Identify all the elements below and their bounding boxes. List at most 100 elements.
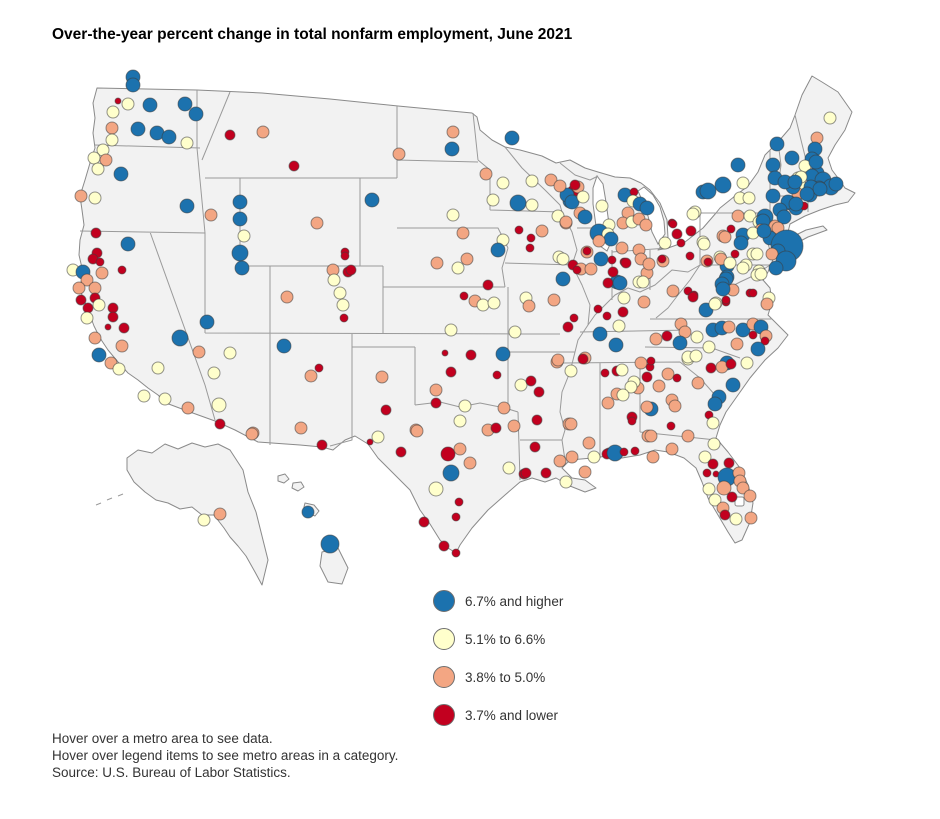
metro-dot[interactable] <box>366 438 374 446</box>
metro-dot[interactable] <box>181 401 195 415</box>
metro-dot[interactable] <box>707 396 723 412</box>
metro-dot[interactable] <box>666 421 676 431</box>
metro-dot[interactable] <box>429 383 443 397</box>
metro-dot[interactable] <box>80 311 94 325</box>
metro-dot[interactable] <box>729 512 743 526</box>
metro-dot[interactable] <box>607 266 619 278</box>
metro-dot[interactable] <box>456 226 470 240</box>
metro-dot[interactable] <box>327 273 341 287</box>
metro-dot[interactable] <box>444 141 460 157</box>
metro-dot[interactable] <box>482 279 494 291</box>
metro-dot[interactable] <box>702 340 716 354</box>
metro-dot[interactable] <box>555 271 571 287</box>
metro-dot[interactable] <box>460 252 474 266</box>
metro-dot[interactable] <box>237 229 251 243</box>
metro-dot[interactable] <box>179 198 195 214</box>
metro-dot[interactable] <box>592 326 608 342</box>
metro-dot[interactable] <box>743 209 757 223</box>
metro-dot[interactable] <box>120 236 136 252</box>
metro-dot[interactable] <box>672 373 682 383</box>
metro-dot[interactable] <box>721 295 731 305</box>
metro-dot[interactable] <box>192 345 206 359</box>
metro-dot[interactable] <box>410 424 424 438</box>
metro-dot[interactable] <box>340 251 350 261</box>
metro-dot[interactable] <box>180 136 194 150</box>
metro-dot[interactable] <box>733 235 749 251</box>
metro-dot[interactable] <box>788 196 804 212</box>
metro-dot[interactable] <box>430 397 442 409</box>
legend-item-2[interactable]: 3.8% to 5.0% <box>433 658 563 696</box>
metro-dot[interactable] <box>666 284 680 298</box>
metro-dot[interactable] <box>245 427 259 441</box>
metro-dot[interactable] <box>105 121 119 135</box>
metro-dot[interactable] <box>681 429 695 443</box>
metro-dot[interactable] <box>725 377 741 393</box>
metro-dot[interactable] <box>107 311 119 323</box>
metro-dot[interactable] <box>661 330 673 342</box>
metro-dot[interactable] <box>91 347 107 363</box>
metro-dot[interactable] <box>551 353 565 367</box>
metro-dot[interactable] <box>564 364 578 378</box>
metro-dot[interactable] <box>634 356 648 370</box>
metro-dot[interactable] <box>750 247 764 261</box>
metro-dot[interactable] <box>130 121 146 137</box>
metro-dot[interactable] <box>685 225 697 237</box>
metro-dot[interactable] <box>823 111 837 125</box>
metro-dot[interactable] <box>615 241 629 255</box>
metro-dot[interactable] <box>748 288 758 298</box>
metro-dot[interactable] <box>88 331 102 345</box>
metro-dot[interactable] <box>808 154 824 170</box>
metro-dot[interactable] <box>345 264 357 276</box>
legend-item-0[interactable]: 6.7% and higher <box>433 582 563 620</box>
metro-dot[interactable] <box>314 363 324 373</box>
metro-dot[interactable] <box>142 97 158 113</box>
metro-dot[interactable] <box>730 337 744 351</box>
legend-item-1[interactable]: 5.1% to 6.6% <box>433 620 563 658</box>
metro-dot[interactable] <box>760 336 770 346</box>
metro-dot[interactable] <box>595 199 609 213</box>
metro-dot[interactable] <box>765 157 781 173</box>
metro-dot[interactable] <box>161 129 177 145</box>
metro-dot[interactable] <box>320 534 340 554</box>
metro-dot[interactable] <box>88 191 102 205</box>
metro-dot[interactable] <box>525 375 537 387</box>
metro-dot[interactable] <box>232 211 248 227</box>
metro-dot[interactable] <box>718 230 732 244</box>
metro-dot[interactable] <box>668 219 678 229</box>
metro-dot[interactable] <box>547 293 561 307</box>
metro-dot[interactable] <box>639 200 655 216</box>
metro-dot[interactable] <box>577 353 589 365</box>
metro-dot[interactable] <box>685 251 695 261</box>
metro-dot[interactable] <box>719 509 731 521</box>
metro-dot[interactable] <box>508 325 522 339</box>
metro-dot[interactable] <box>87 151 101 165</box>
metro-dot[interactable] <box>584 262 598 276</box>
metro-dot[interactable] <box>707 458 719 470</box>
metro-dot[interactable] <box>630 446 640 456</box>
metro-dot[interactable] <box>658 236 672 250</box>
metro-dot[interactable] <box>642 257 656 271</box>
metro-dot[interactable] <box>294 421 308 435</box>
metro-dot[interactable] <box>624 380 638 394</box>
metro-dot[interactable] <box>641 371 653 383</box>
metro-dot[interactable] <box>392 147 406 161</box>
metro-dot[interactable] <box>602 277 614 289</box>
metro-dot[interactable] <box>540 467 552 479</box>
metro-dot[interactable] <box>199 314 215 330</box>
metro-dot[interactable] <box>91 162 105 176</box>
metro-dot[interactable] <box>750 341 766 357</box>
metro-dot[interactable] <box>553 179 567 193</box>
metro-dot[interactable] <box>105 133 119 147</box>
metro-dot[interactable] <box>676 238 686 248</box>
metro-dot[interactable] <box>740 356 754 370</box>
metro-dot[interactable] <box>115 339 129 353</box>
metro-dot[interactable] <box>509 194 527 212</box>
metro-dot[interactable] <box>197 513 211 527</box>
metro-dot[interactable] <box>748 330 758 340</box>
metro-dot[interactable] <box>99 153 113 167</box>
metro-dot[interactable] <box>479 167 493 181</box>
metro-dot[interactable] <box>463 456 477 470</box>
metro-dot[interactable] <box>582 436 596 450</box>
metro-dot[interactable] <box>730 249 740 259</box>
metro-dot[interactable] <box>649 332 663 346</box>
